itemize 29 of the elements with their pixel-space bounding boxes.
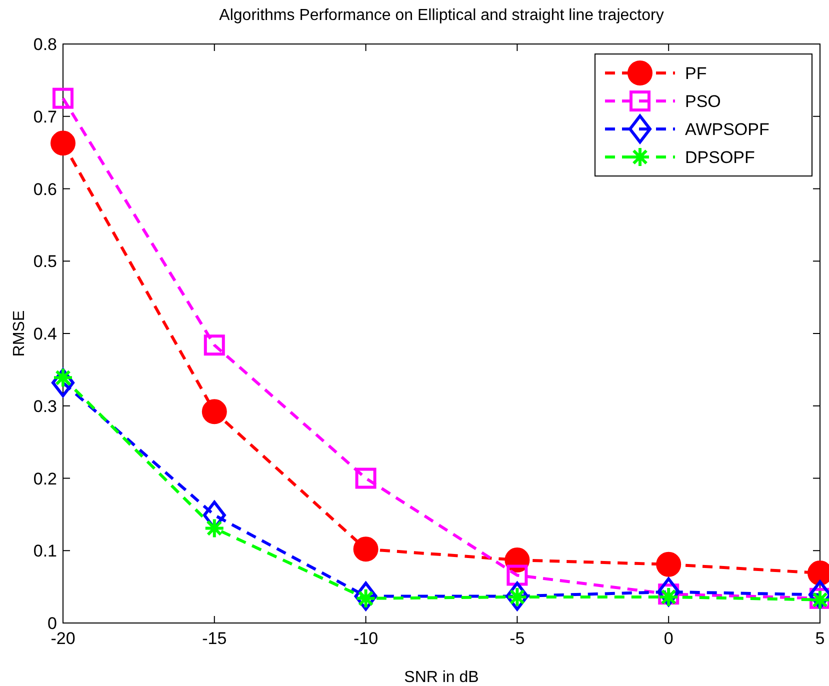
point — [506, 564, 528, 586]
y-tick-label: 0.6 — [33, 180, 57, 199]
y-tick-label: 0.3 — [33, 396, 57, 416]
y-tick-label: 0.2 — [33, 469, 57, 488]
point — [355, 468, 376, 489]
point — [50, 130, 76, 156]
legend-label: PSO — [685, 92, 721, 111]
point — [52, 88, 74, 109]
x-tick-label: 5 — [815, 629, 825, 648]
x-tick-label: 0 — [664, 629, 674, 648]
x-tick-label: -5 — [510, 629, 525, 648]
x-tick-label: -10 — [354, 629, 378, 648]
point — [204, 334, 225, 356]
point — [204, 518, 225, 539]
legend-label: AWPSOPF — [685, 120, 770, 139]
point — [202, 399, 227, 424]
legend-label: PF — [685, 64, 707, 83]
chart-title: Algorithms Performance on Elliptical and straight line trajectory — [219, 7, 664, 24]
point — [656, 552, 682, 577]
y-tick-label: 0.1 — [33, 542, 57, 561]
y-tick-label: 0.5 — [33, 252, 57, 272]
point — [353, 536, 378, 562]
x-tick-label: -15 — [202, 629, 227, 648]
y-tick-label: 0.4 — [33, 324, 57, 344]
legend-label: DPSOPF — [685, 148, 755, 167]
x-axis-title: SNR in dB — [404, 669, 479, 686]
y-tick-label: 0.8 — [33, 35, 57, 54]
y-tick-label: 0.7 — [33, 107, 57, 126]
y-axis-title: RMSE — [11, 310, 28, 357]
